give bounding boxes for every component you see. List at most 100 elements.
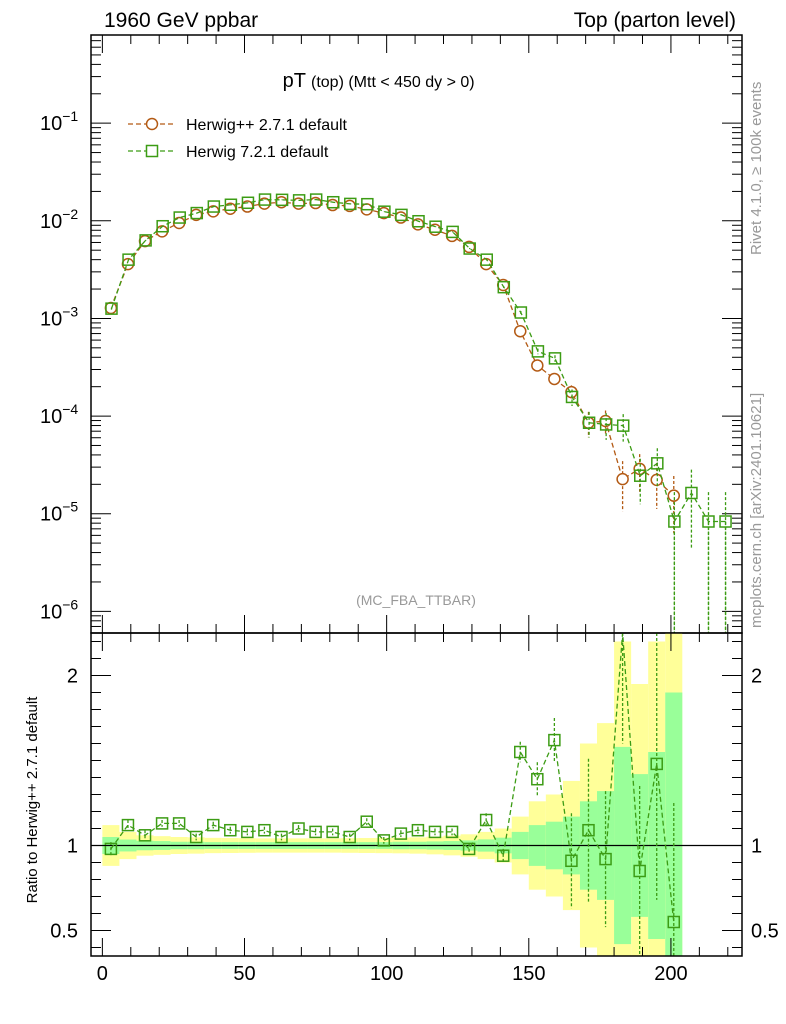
ratio-line: [110, 632, 675, 923]
data-point: [122, 253, 135, 266]
y-tick-label: 10−6: [40, 596, 78, 623]
data-point: [565, 390, 579, 404]
data-point: [582, 416, 596, 430]
data-point: [275, 193, 289, 207]
data-point: [139, 234, 152, 247]
ratio-point: [343, 830, 356, 844]
ratio-point: [479, 813, 493, 827]
data-point: [480, 253, 493, 266]
main-panel: 10−6 10−5 10−4 10−3 10−2 10−1 pT (top) (Mtt <…: [40, 34, 743, 634]
header-energy-label: 1960 GeV ppbar: [104, 9, 258, 32]
x-tick-labels: 0 50 100 150 200: [97, 963, 688, 985]
y-tick-label: 10−4: [40, 401, 78, 428]
data-point: [514, 306, 528, 319]
ratio-axis-ticks: [91, 633, 742, 956]
ratio-point: [224, 823, 237, 837]
ratio-y-tick-label-right: 1: [751, 836, 762, 858]
data-point: [241, 196, 255, 210]
data-point: [531, 345, 545, 358]
data-point: [634, 469, 647, 482]
data-point: [667, 489, 681, 502]
data-point: [309, 193, 323, 206]
data-point: [344, 197, 357, 211]
ratio-point: [565, 854, 578, 868]
ratio-y-tick-label-right: 2: [751, 666, 762, 688]
ratio-point: [514, 745, 527, 759]
data-point: [616, 472, 629, 486]
ratio-point: [445, 825, 459, 839]
ratio-y-tick-label: 2: [67, 666, 78, 688]
ratio-point: [667, 915, 681, 929]
data-point: [651, 457, 664, 470]
ratio-series-group: [104, 632, 681, 956]
x-tick-label: 0: [97, 963, 108, 985]
ratio-y-tick-label: 1: [67, 836, 78, 858]
data-point: [616, 419, 630, 432]
ratio-point: [411, 823, 425, 837]
legend-marker: [145, 117, 159, 131]
series-line: [110, 201, 675, 497]
x-tick-label: 150: [512, 963, 545, 985]
data-point: [599, 418, 613, 431]
analysis-watermark: (MC_FBA_TTBAR): [356, 592, 476, 608]
data-point: [326, 198, 339, 212]
ratio-y-tick-label-right: 0.5: [751, 921, 779, 943]
ratio-point: [428, 825, 442, 839]
data-point: [105, 302, 118, 315]
ratio-point: [275, 830, 288, 844]
legend-label: Herwig++ 2.7.1 default: [186, 117, 348, 134]
ratio-series-herwig-7-2-1: [104, 632, 681, 956]
main-y-tick-labels: 10−6 10−5 10−4 10−3 10−2 10−1: [40, 108, 78, 623]
y-tick-label: 10−5: [40, 499, 78, 526]
x-tick-label: 200: [654, 963, 687, 985]
data-point: [326, 195, 340, 209]
x-tick-label: 50: [233, 963, 255, 985]
ratio-point: [548, 733, 561, 747]
ratio-y-axis-label: Ratio to Herwig++ 2.7.1 default: [24, 696, 41, 904]
header-level-label: Top (parton level): [574, 9, 736, 32]
ratio-point: [292, 822, 305, 835]
ratio-tick-labels: 0.5 0.5 1 1 2 2: [50, 666, 779, 943]
ratio-point: [360, 815, 374, 828]
x-tick-label: 100: [370, 963, 403, 985]
ratio-y-tick-label: 0.5: [50, 921, 78, 943]
main-series-group: [104, 193, 732, 633]
data-point: [190, 206, 204, 220]
plot-title-main: pT: [283, 70, 306, 92]
data-point: [361, 197, 374, 211]
ratio-panel: 0.5 0.5 1 1 2 2 0 50 100 150 200 Ratio to Herwig+…: [24, 632, 779, 985]
ratio-point: [377, 834, 391, 847]
data-point: [463, 242, 476, 255]
legend: Herwig++ 2.7.1 default Herwig 7.2.1 defau…: [128, 117, 348, 161]
legend-label: Herwig 7.2.1 default: [186, 144, 329, 161]
data-point: [378, 205, 391, 218]
data-point: [531, 359, 544, 372]
data-point: [412, 214, 425, 228]
data-point: [497, 280, 511, 294]
data-point: [173, 211, 186, 224]
data-point: [292, 194, 306, 207]
ratio-point: [326, 825, 339, 839]
data-point: [685, 486, 698, 500]
ratio-point: [121, 818, 135, 832]
ratio-point: [189, 830, 203, 844]
series-herwigpp-2-7-1: [104, 195, 681, 534]
ratio-point: [650, 757, 663, 771]
ratio-point: [104, 842, 118, 856]
ratio-point: [462, 842, 476, 856]
rivet-version-label: Rivet 4.1.0, ≥ 100k events: [748, 82, 765, 255]
mcplots-label: mcplots.cern.ch [arXiv:2401.10621]: [748, 393, 765, 628]
ratio-uncertainty-bands: [102, 633, 683, 956]
ratio-point: [138, 829, 152, 842]
y-tick-label: 10−2: [40, 206, 78, 233]
ratio-point: [241, 825, 254, 839]
ratio-point: [155, 817, 169, 830]
data-point: [548, 352, 562, 365]
ratio-point: [258, 823, 271, 837]
data-point: [514, 324, 527, 338]
y-tick-label: 10−3: [40, 303, 78, 330]
plot-title-sub: (top) (Mtt < 450 dy > 0): [311, 74, 475, 91]
ratio-point: [582, 823, 595, 837]
ratio-point: [309, 825, 322, 839]
